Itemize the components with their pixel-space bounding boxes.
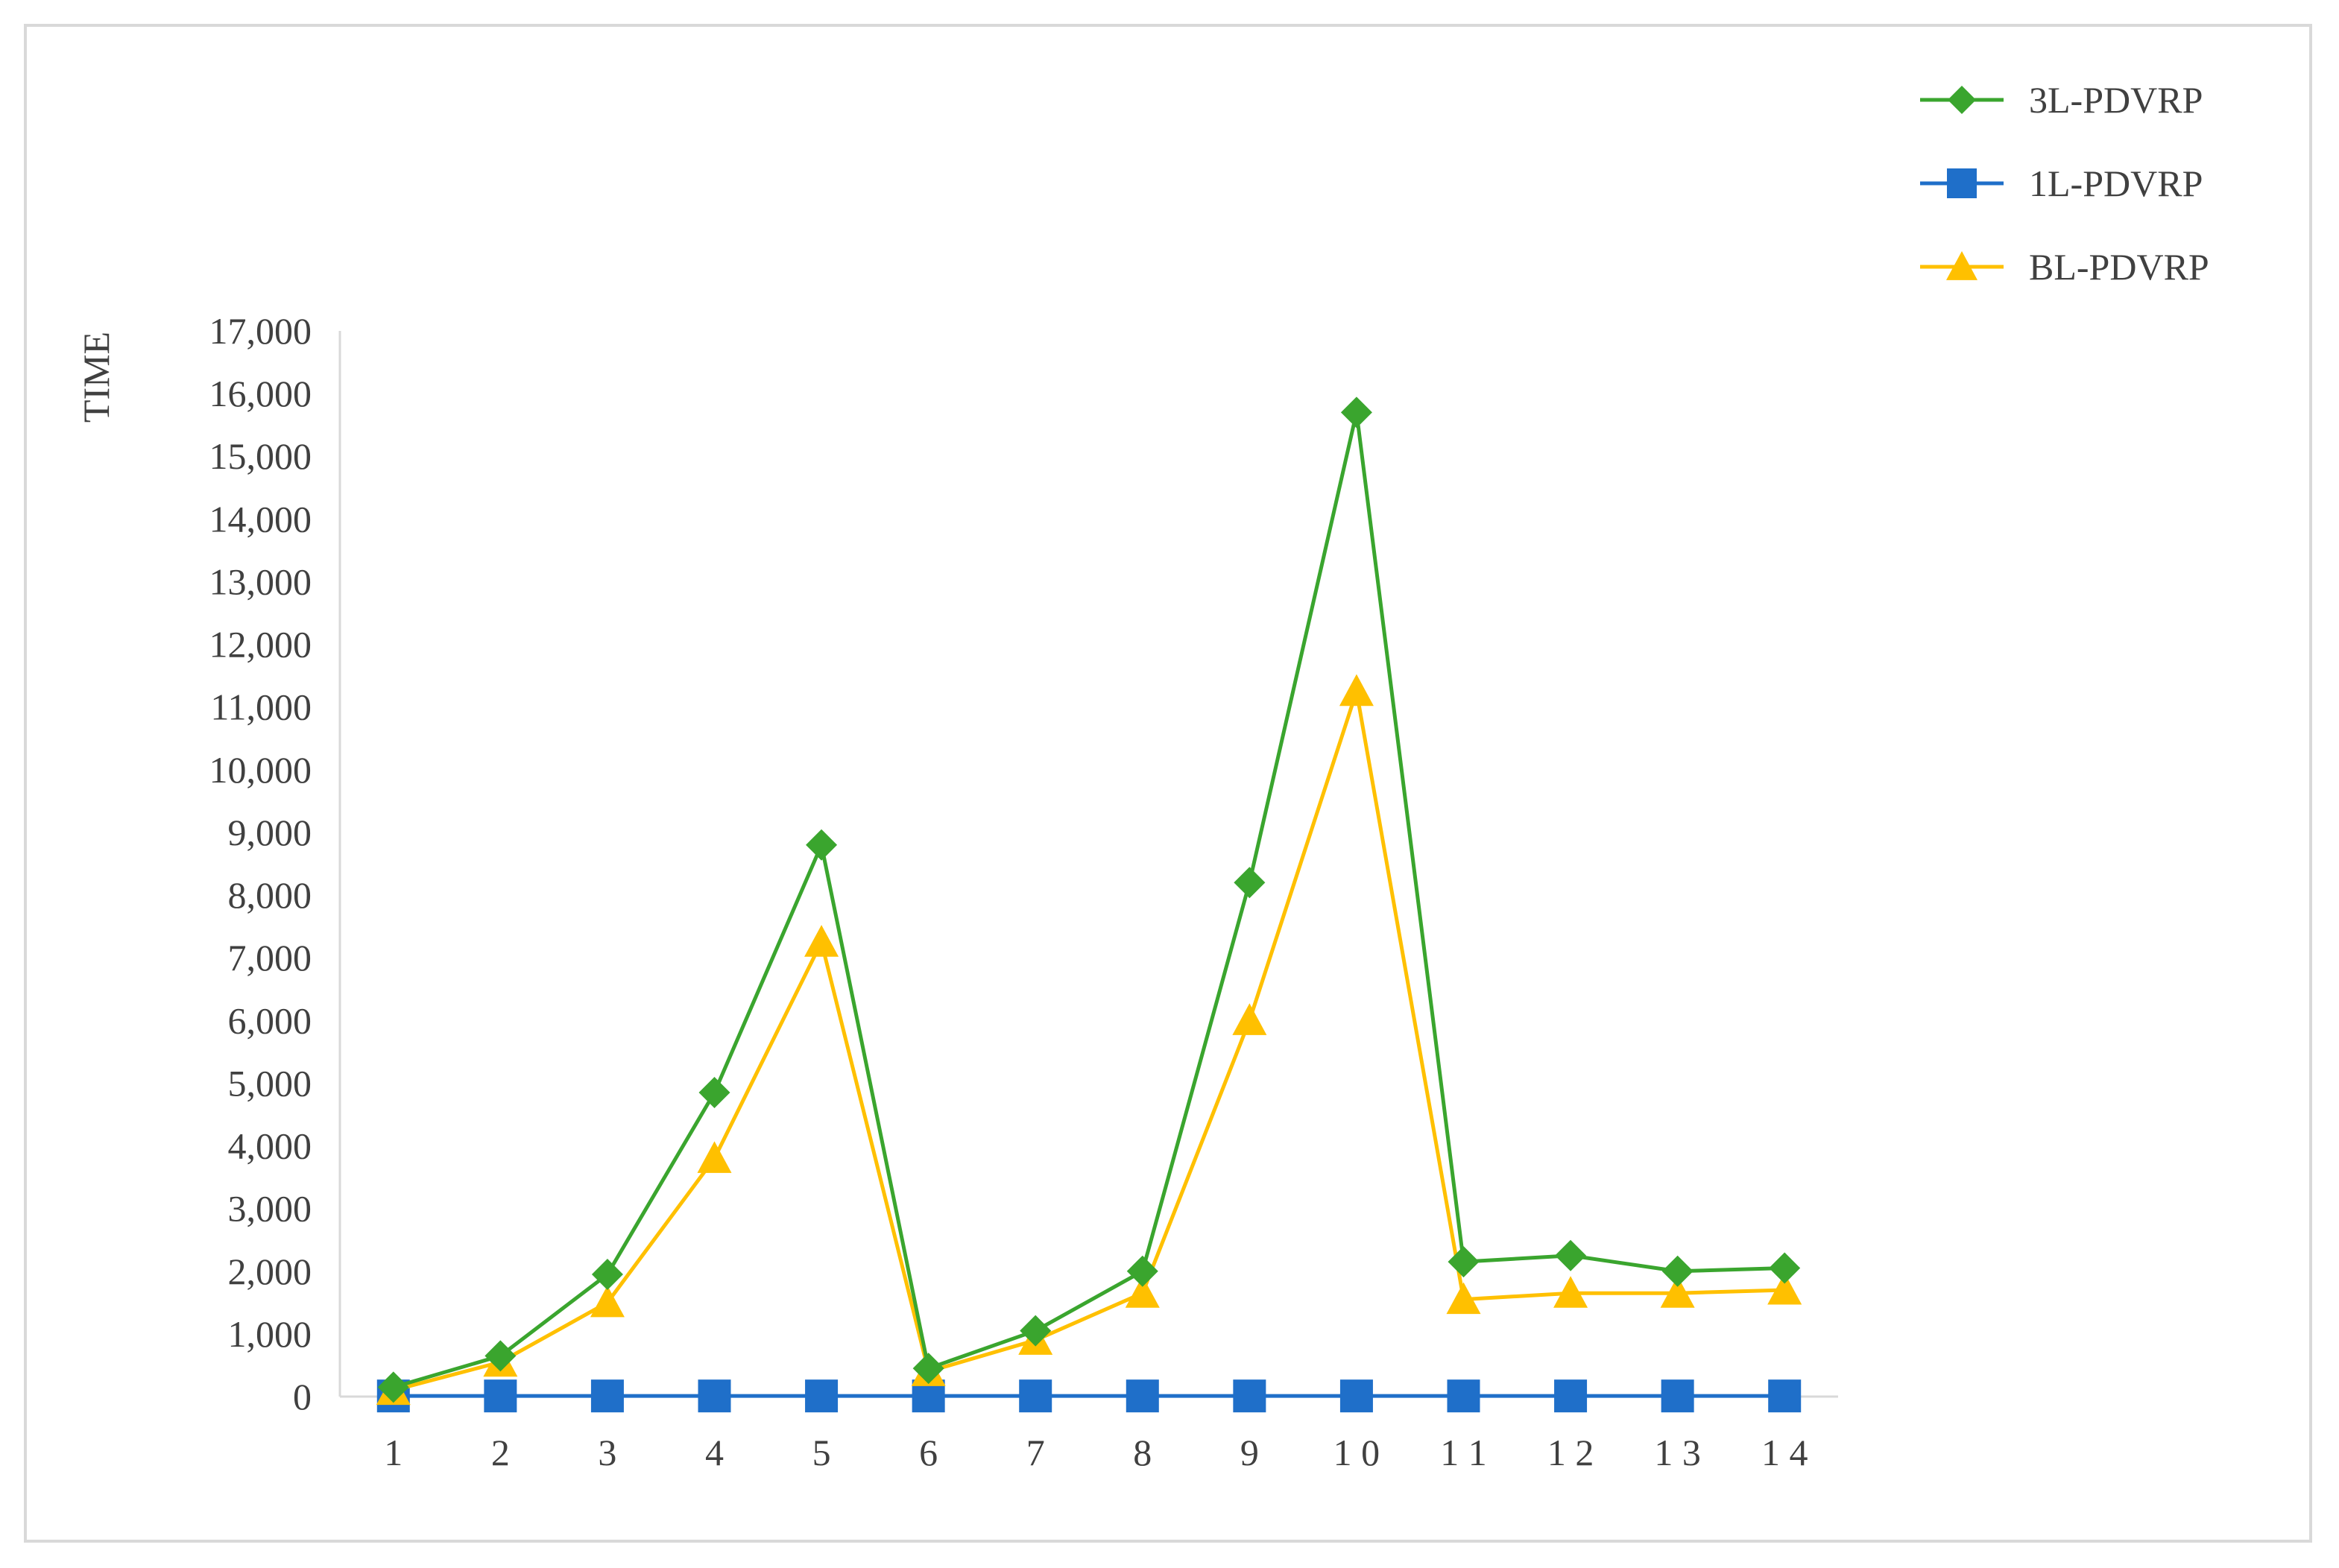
- data-point: [1446, 1282, 1481, 1315]
- data-point: [1660, 1276, 1695, 1308]
- x-tick-label: 2: [491, 1432, 510, 1473]
- data-point: [1769, 1252, 1801, 1284]
- y-tick-label: 16,000: [209, 373, 312, 414]
- data-point: [590, 1285, 625, 1318]
- x-tick-label: 7: [1026, 1432, 1045, 1473]
- series-1L-PDVRP: [376, 1379, 1802, 1413]
- data-point: [1233, 1379, 1266, 1413]
- series-layer: [376, 396, 1802, 1413]
- series-BL-PDVRP: [376, 674, 1802, 1406]
- x-tick-label: 8: [1133, 1432, 1152, 1473]
- data-point: [1125, 1276, 1160, 1308]
- y-tick-label: 5,000: [228, 1062, 312, 1104]
- y-tick-label: 0: [293, 1376, 312, 1417]
- data-point: [484, 1379, 517, 1413]
- legend: 3L-PDVRP 1L-PDVRP BL-PDVRP: [1920, 79, 2209, 288]
- y-tick-label: 7,000: [228, 937, 312, 979]
- data-point: [1020, 1315, 1052, 1347]
- x-tick-label: 9: [1240, 1432, 1259, 1473]
- legend-label: BL-PDVRP: [2029, 246, 2209, 288]
- y-tick-label: 15,000: [209, 435, 312, 477]
- data-point: [1553, 1276, 1588, 1308]
- data-point: [804, 925, 839, 957]
- legend-item: BL-PDVRP: [1920, 246, 2209, 288]
- y-tick-labels: 0 1,000 2,000 3,000 4,000 5,000 6,000 7,000 8,00…: [209, 310, 312, 1417]
- x-tick-label: 1 4: [1761, 1432, 1808, 1473]
- data-point: [590, 1379, 624, 1413]
- chart-frame: TIME 0 1,000 2,000 3,000 4,000 5,000 6,000 7,00…: [24, 24, 2312, 1543]
- series-3L-PDVRP: [377, 396, 1801, 1403]
- x-tick-label: 5: [812, 1432, 831, 1473]
- axes: [338, 331, 1838, 1398]
- data-point: [1448, 1246, 1480, 1278]
- x-tick-label: 6: [919, 1432, 938, 1473]
- data-point: [1661, 1255, 1694, 1287]
- data-point: [1554, 1379, 1588, 1413]
- data-point: [1339, 674, 1374, 706]
- legend-marker: [1946, 251, 1977, 280]
- y-tick-label: 6,000: [228, 999, 312, 1041]
- data-point: [1340, 396, 1372, 429]
- data-point: [1232, 1003, 1267, 1035]
- legend-marker: [1948, 86, 1976, 114]
- series-line: [393, 689, 1785, 1393]
- y-axis-title-group: TIME: [75, 332, 117, 423]
- y-tick-label: 2,000: [228, 1251, 312, 1292]
- y-tick-label: 1,000: [228, 1313, 312, 1355]
- y-tick-label: 17,000: [209, 310, 312, 352]
- y-tick-label: 12,000: [209, 624, 312, 666]
- y-tick-label: 11,000: [210, 686, 312, 728]
- y-tick-label: 3,000: [228, 1188, 312, 1230]
- data-point: [698, 1077, 730, 1109]
- legend-item: 1L-PDVRP: [1920, 162, 2203, 204]
- x-tick-label: 1 3: [1654, 1432, 1701, 1473]
- y-axis-title: TIME: [75, 332, 117, 423]
- data-point: [1126, 1379, 1159, 1413]
- legend-label: 3L-PDVRP: [2029, 79, 2203, 121]
- data-point: [484, 1340, 517, 1372]
- legend-label: 1L-PDVRP: [2029, 162, 2203, 204]
- x-tick-label: 3: [598, 1432, 616, 1473]
- legend-item: 3L-PDVRP: [1920, 79, 2203, 121]
- data-point: [806, 829, 838, 861]
- data-point: [1447, 1379, 1480, 1413]
- data-point: [805, 1379, 839, 1413]
- x-tick-label: 1 0: [1333, 1432, 1380, 1473]
- data-point: [1339, 1379, 1373, 1413]
- x-tick-label: 1: [384, 1432, 403, 1473]
- legend-marker: [1947, 168, 1977, 198]
- y-tick-label: 10,000: [209, 749, 312, 791]
- x-tick-labels: 1 2 3 4 5 6 7 8 9 1 0 1 1 1 2 1 3 1 4: [384, 1432, 1808, 1473]
- series-line: [393, 410, 1785, 1389]
- x-tick-label: 1 2: [1547, 1432, 1594, 1473]
- data-point: [698, 1379, 731, 1413]
- data-point: [1234, 867, 1266, 899]
- data-point: [912, 1353, 944, 1385]
- data-point: [377, 1371, 409, 1403]
- data-point: [1768, 1379, 1802, 1413]
- data-point: [591, 1258, 623, 1290]
- y-tick-label: 13,000: [209, 560, 312, 602]
- x-tick-label: 4: [705, 1432, 724, 1473]
- data-point: [1661, 1379, 1694, 1413]
- line-chart: TIME 0 1,000 2,000 3,000 4,000 5,000 6,000 7,00…: [75, 79, 2209, 1473]
- data-point: [1767, 1273, 1802, 1305]
- y-tick-label: 4,000: [228, 1125, 312, 1167]
- data-point: [1019, 1379, 1052, 1413]
- y-tick-label: 14,000: [209, 498, 312, 540]
- y-tick-label: 8,000: [228, 874, 312, 916]
- data-point: [697, 1141, 732, 1173]
- y-tick-label: 9,000: [228, 812, 312, 853]
- x-tick-label: 1 1: [1440, 1432, 1487, 1473]
- data-point: [1126, 1255, 1158, 1287]
- data-point: [1555, 1239, 1587, 1271]
